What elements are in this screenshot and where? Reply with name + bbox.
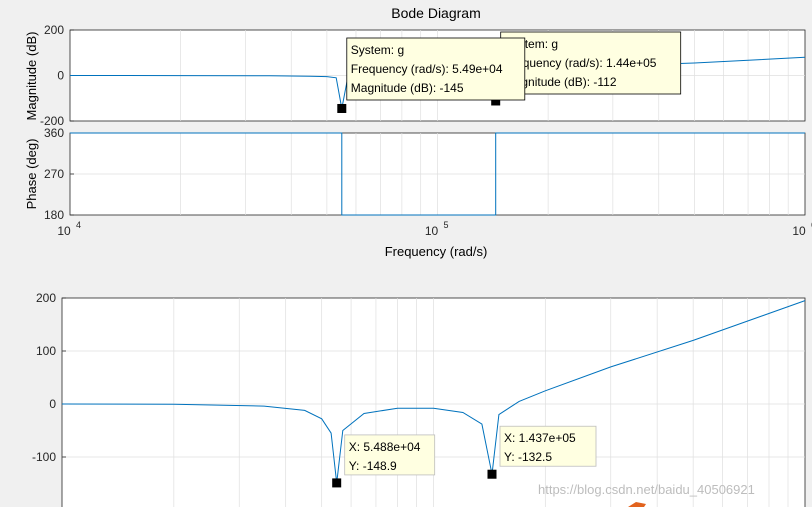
datatip-line: Magnitude (dB): -112	[505, 75, 617, 89]
ytick-label: 180	[44, 208, 64, 222]
response-line	[61, 300, 806, 483]
ytick-label: 0	[57, 69, 64, 83]
ytick-label: 200	[44, 23, 64, 37]
watermark: https://blog.csdn.net/baidu_40506921	[538, 482, 755, 497]
phase-xticks: 104105106	[57, 220, 812, 238]
chart-title: Bode Diagram	[391, 5, 481, 21]
datatip-marker	[487, 469, 497, 479]
phase-xlabel: Frequency (rad/s)	[385, 244, 488, 259]
ytick-label: 200	[36, 291, 56, 305]
datatip-marker	[332, 478, 342, 488]
xtick-label: 10	[792, 224, 806, 238]
datatip-line: System: g	[351, 43, 404, 57]
accent-mark	[628, 502, 646, 507]
datatip-background	[346, 37, 526, 101]
xtick-exponent: 5	[444, 220, 449, 230]
xtick-label: 10	[425, 224, 439, 238]
datatip-line: X: 5.488e+04	[349, 440, 421, 454]
magnitude-ylabel: Magnitude (dB)	[24, 32, 39, 121]
datatips[interactable]: System: g Frequency (rad/s): 1.44e+05 Magn…	[344, 31, 682, 476]
datatip-line: Frequency (rad/s): 1.44e+05	[505, 56, 657, 70]
ytick-label: 360	[44, 126, 64, 140]
phase-line	[70, 132, 805, 216]
datatip-background	[499, 425, 597, 467]
datatip-marker	[491, 96, 501, 106]
datatip-line: X: 1.437e+05	[504, 431, 576, 445]
datatip-box: System: g Frequency (rad/s): 5.49e+04 Magn…	[346, 37, 526, 101]
ytick-label: -100	[32, 450, 56, 464]
ytick-label: -200	[40, 114, 64, 128]
datatip-marker	[337, 103, 347, 113]
datatip-line: Y: -148.9	[349, 459, 397, 473]
ytick-label: 270	[44, 167, 64, 181]
ytick-label: 100	[36, 344, 56, 358]
magnitude-yticks: 200 0 -200	[40, 23, 74, 128]
datatip-background	[344, 434, 436, 476]
datatip-line: Magnitude (dB): -145	[351, 81, 464, 95]
datatip-line: Y: -132.5	[504, 450, 552, 464]
magnitude-markers	[337, 96, 501, 113]
xtick-exponent: 4	[76, 220, 81, 230]
xtick-label: 10	[57, 224, 71, 238]
response-markers	[332, 469, 497, 488]
datatip-box: X: 5.488e+04 Y: -148.9	[344, 434, 436, 476]
datatip-box: X: 1.437e+05 Y: -132.5	[499, 425, 597, 467]
datatip-line: Frequency (rad/s): 5.49e+04	[351, 62, 503, 76]
phase-grid	[70, 133, 805, 215]
ytick-label: 0	[49, 397, 56, 411]
datatip-background	[500, 31, 682, 95]
response-yticks: 200 100 0 -100	[32, 291, 66, 464]
phase-ylabel: Phase (deg)	[24, 139, 39, 210]
